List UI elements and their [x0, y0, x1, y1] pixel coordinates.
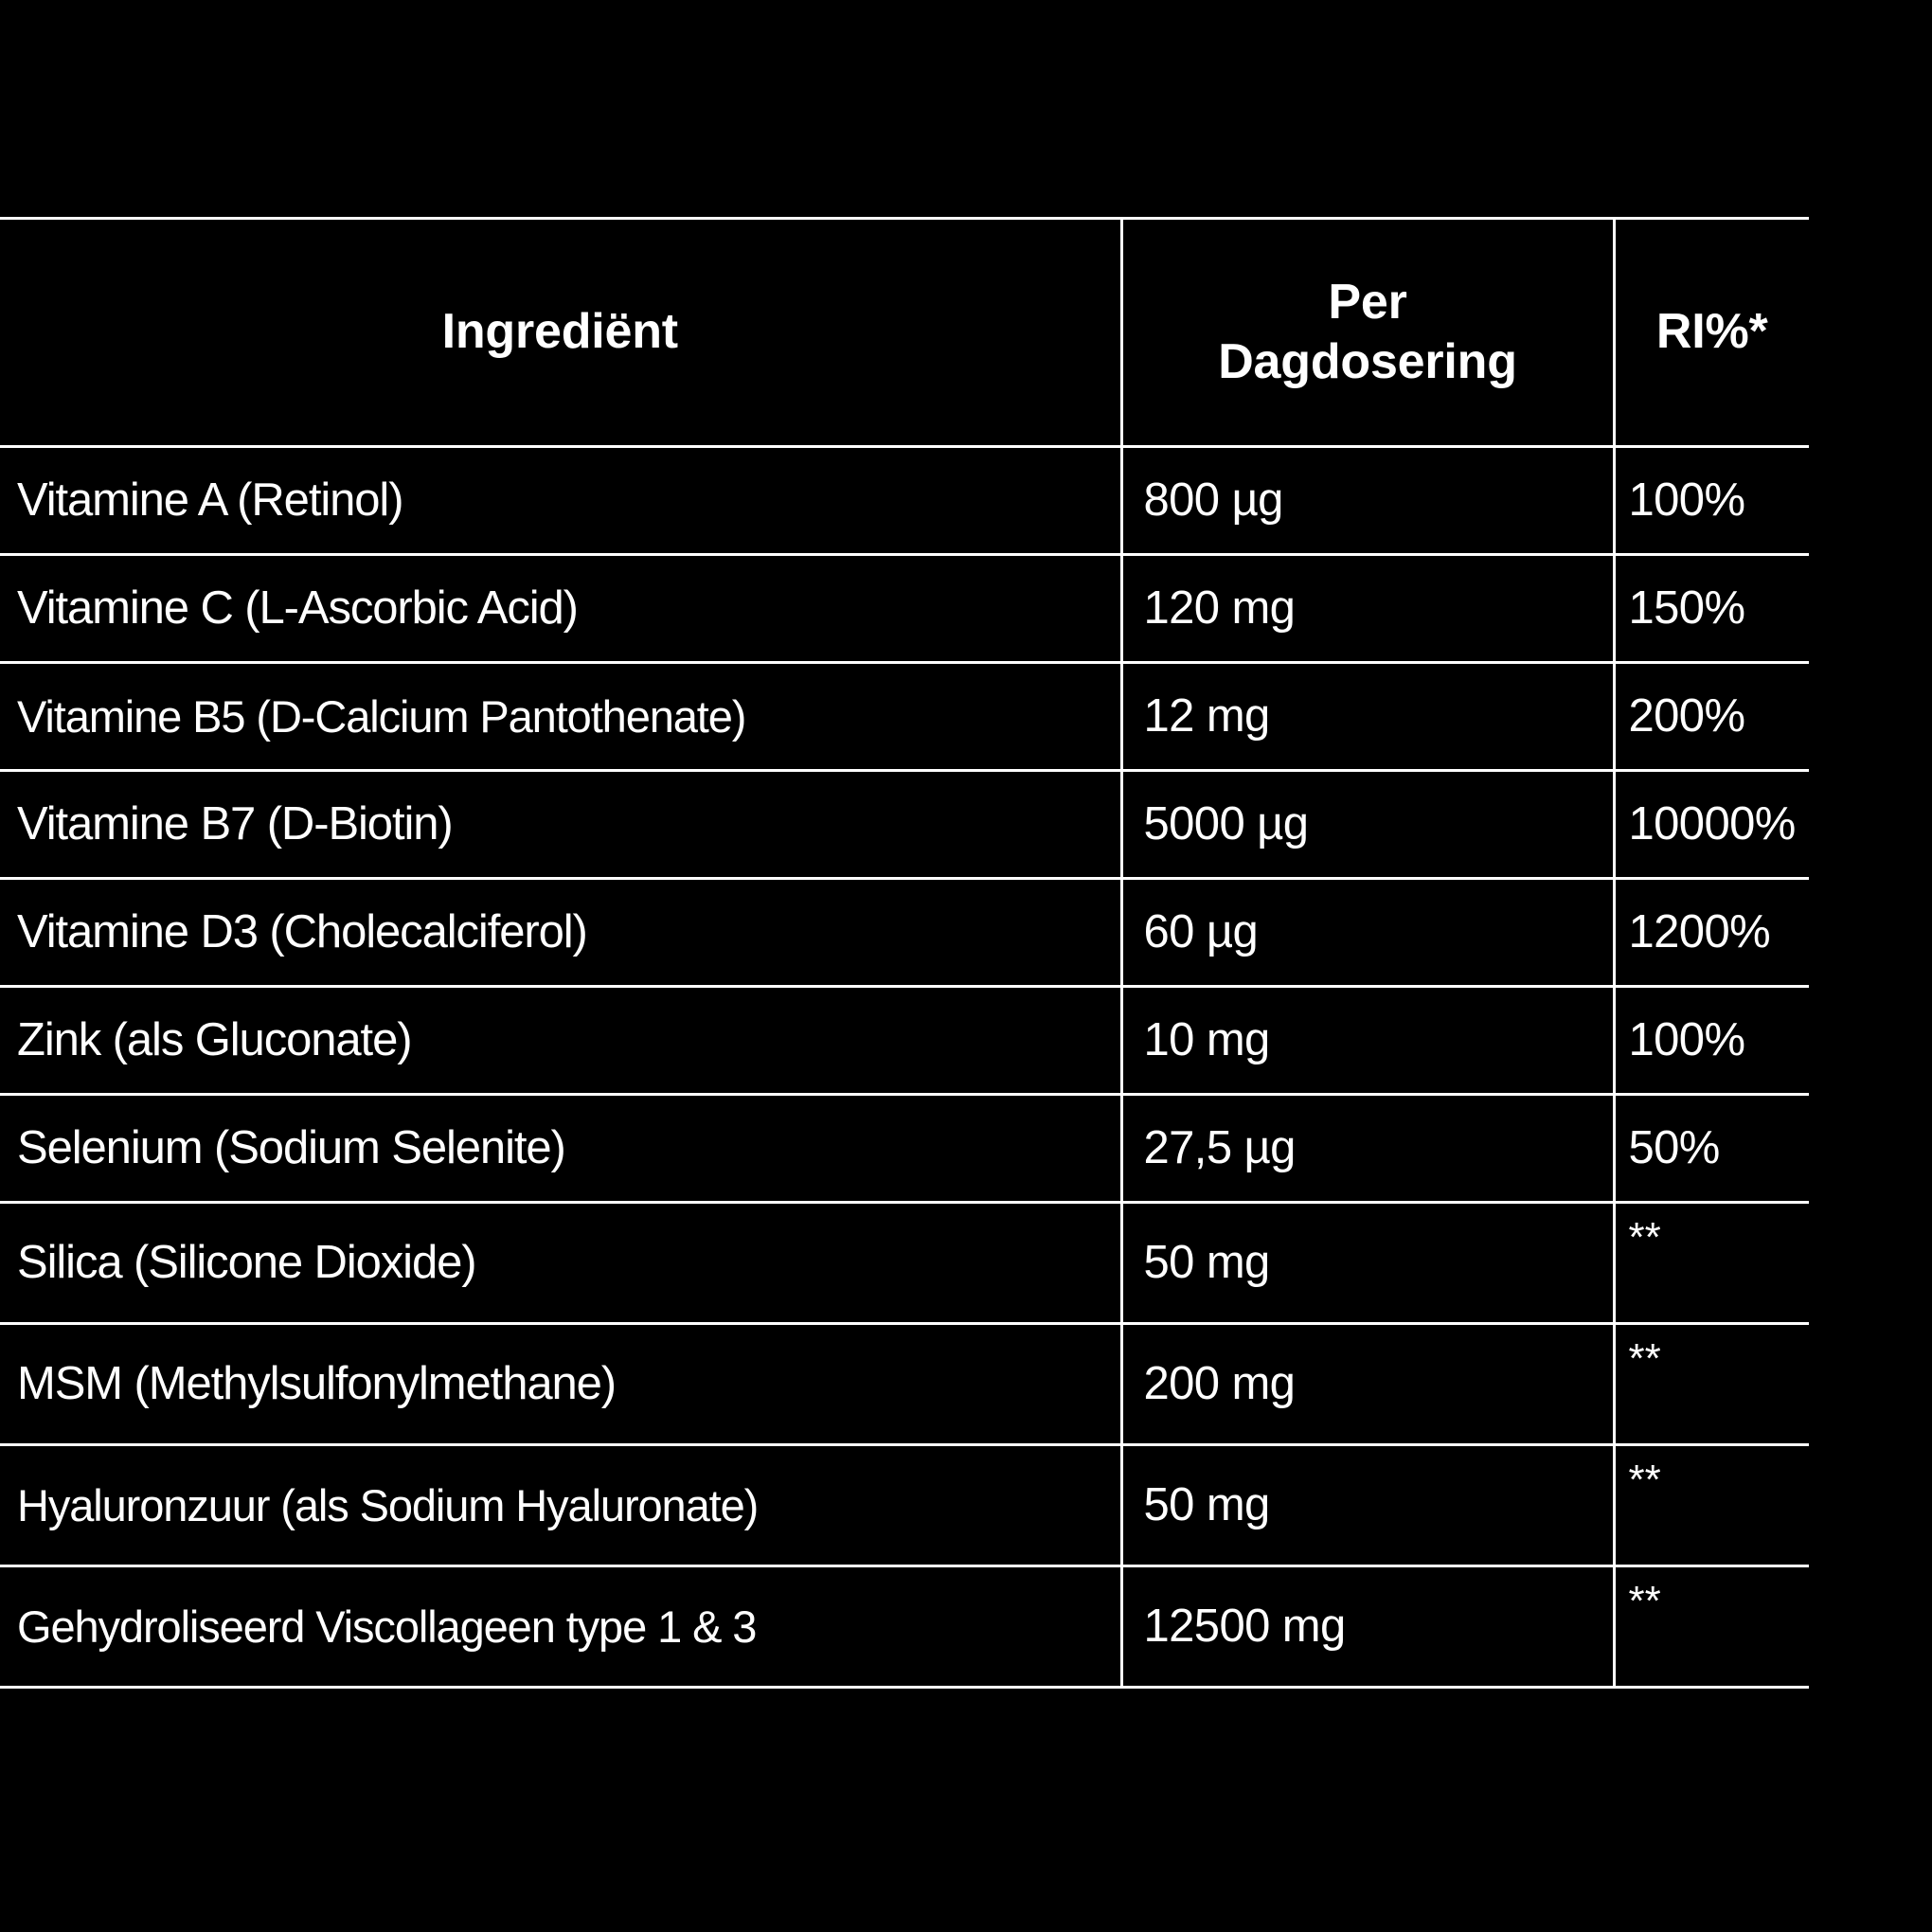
cell-ingredient: Vitamine A (Retinol)	[0, 446, 1123, 555]
table-row: Zink (als Gluconate) 10 mg 100%	[0, 985, 1809, 1095]
ingredient-table: Ingrediënt Per Dagdosering RI%* Vitamine…	[0, 217, 1809, 1689]
table-header-row: Ingrediënt Per Dagdosering RI%*	[0, 218, 1809, 448]
cell-dose: 27,5 µg	[1121, 1093, 1616, 1203]
column-header-per-dagdosering-line1: Per	[1328, 274, 1407, 330]
cell-ri: 150%	[1614, 553, 1809, 663]
cell-dose: 50 mg	[1121, 1443, 1616, 1566]
cell-dose: 5000 µg	[1121, 769, 1616, 879]
cell-ingredient: Silica (Silicone Dioxide)	[0, 1201, 1123, 1324]
cell-ingredient: Zink (als Gluconate)	[0, 985, 1123, 1095]
cell-ingredient: Gehydroliseerd Viscollageen type 1 & 3	[0, 1565, 1123, 1688]
cell-ri: 10000%	[1614, 769, 1809, 879]
table-row: Vitamine D3 (Cholecalciferol) 60 µg 1200…	[0, 877, 1809, 987]
column-header-per-dagdosering-line2: Dagdosering	[1218, 334, 1517, 389]
table-body: Vitamine A (Retinol) 800 µg 100% Vitamin…	[0, 446, 1809, 1688]
cell-dose: 12 mg	[1121, 661, 1616, 771]
cell-ri: **	[1614, 1565, 1809, 1688]
cell-ri: 100%	[1614, 985, 1809, 1095]
cell-ri: 1200%	[1614, 877, 1809, 987]
cell-ingredient: Vitamine C (L-Ascorbic Acid)	[0, 553, 1123, 663]
table-header: Ingrediënt Per Dagdosering RI%*	[0, 218, 1809, 448]
cell-ri: **	[1614, 1443, 1809, 1566]
cell-ingredient: Vitamine B5 (D-Calcium Pantothenate)	[0, 661, 1123, 771]
table-row: Selenium (Sodium Selenite) 27,5 µg 50%	[0, 1093, 1809, 1203]
cell-dose: 800 µg	[1121, 446, 1616, 555]
cell-ri: 200%	[1614, 661, 1809, 771]
column-header-per-dagdosering: Per Dagdosering	[1121, 218, 1616, 448]
cell-dose: 10 mg	[1121, 985, 1616, 1095]
column-header-ri-percent: RI%*	[1614, 218, 1809, 448]
cell-ingredient: MSM (Methylsulfonylmethane)	[0, 1322, 1123, 1445]
table-row: Vitamine B5 (D-Calcium Pantothenate) 12 …	[0, 661, 1809, 771]
table-row: Gehydroliseerd Viscollageen type 1 & 3 1…	[0, 1565, 1809, 1688]
cell-dose: 12500 mg	[1121, 1565, 1616, 1688]
column-header-ingredient: Ingrediënt	[0, 218, 1123, 448]
table-row: Vitamine C (L-Ascorbic Acid) 120 mg 150%	[0, 553, 1809, 663]
cell-ingredient: Vitamine B7 (D-Biotin)	[0, 769, 1123, 879]
cell-dose: 60 µg	[1121, 877, 1616, 987]
cell-ri: 100%	[1628, 474, 1746, 526]
cell-ri: **	[1614, 1201, 1809, 1324]
cell-ingredient: Vitamine D3 (Cholecalciferol)	[0, 877, 1123, 987]
table-row: Hyaluronzuur (als Sodium Hyaluronate) 50…	[0, 1443, 1809, 1566]
table-row: Silica (Silicone Dioxide) 50 mg **	[0, 1201, 1809, 1324]
table-row: Vitamine A (Retinol) 800 µg 100%	[0, 446, 1809, 555]
cell-dose: 200 mg	[1121, 1322, 1616, 1445]
table-row: Vitamine B7 (D-Biotin) 5000 µg 10000%	[0, 769, 1809, 879]
cell-ri: 50%	[1614, 1093, 1809, 1203]
table-row: MSM (Methylsulfonylmethane) 200 mg **	[0, 1322, 1809, 1445]
cell-dose: 120 mg	[1121, 553, 1616, 663]
cell-ri: **	[1614, 1322, 1809, 1445]
cell-dose: 50 mg	[1121, 1201, 1616, 1324]
cell-ingredient: Selenium (Sodium Selenite)	[0, 1093, 1123, 1203]
cell-ingredient: Hyaluronzuur (als Sodium Hyaluronate)	[0, 1443, 1123, 1566]
